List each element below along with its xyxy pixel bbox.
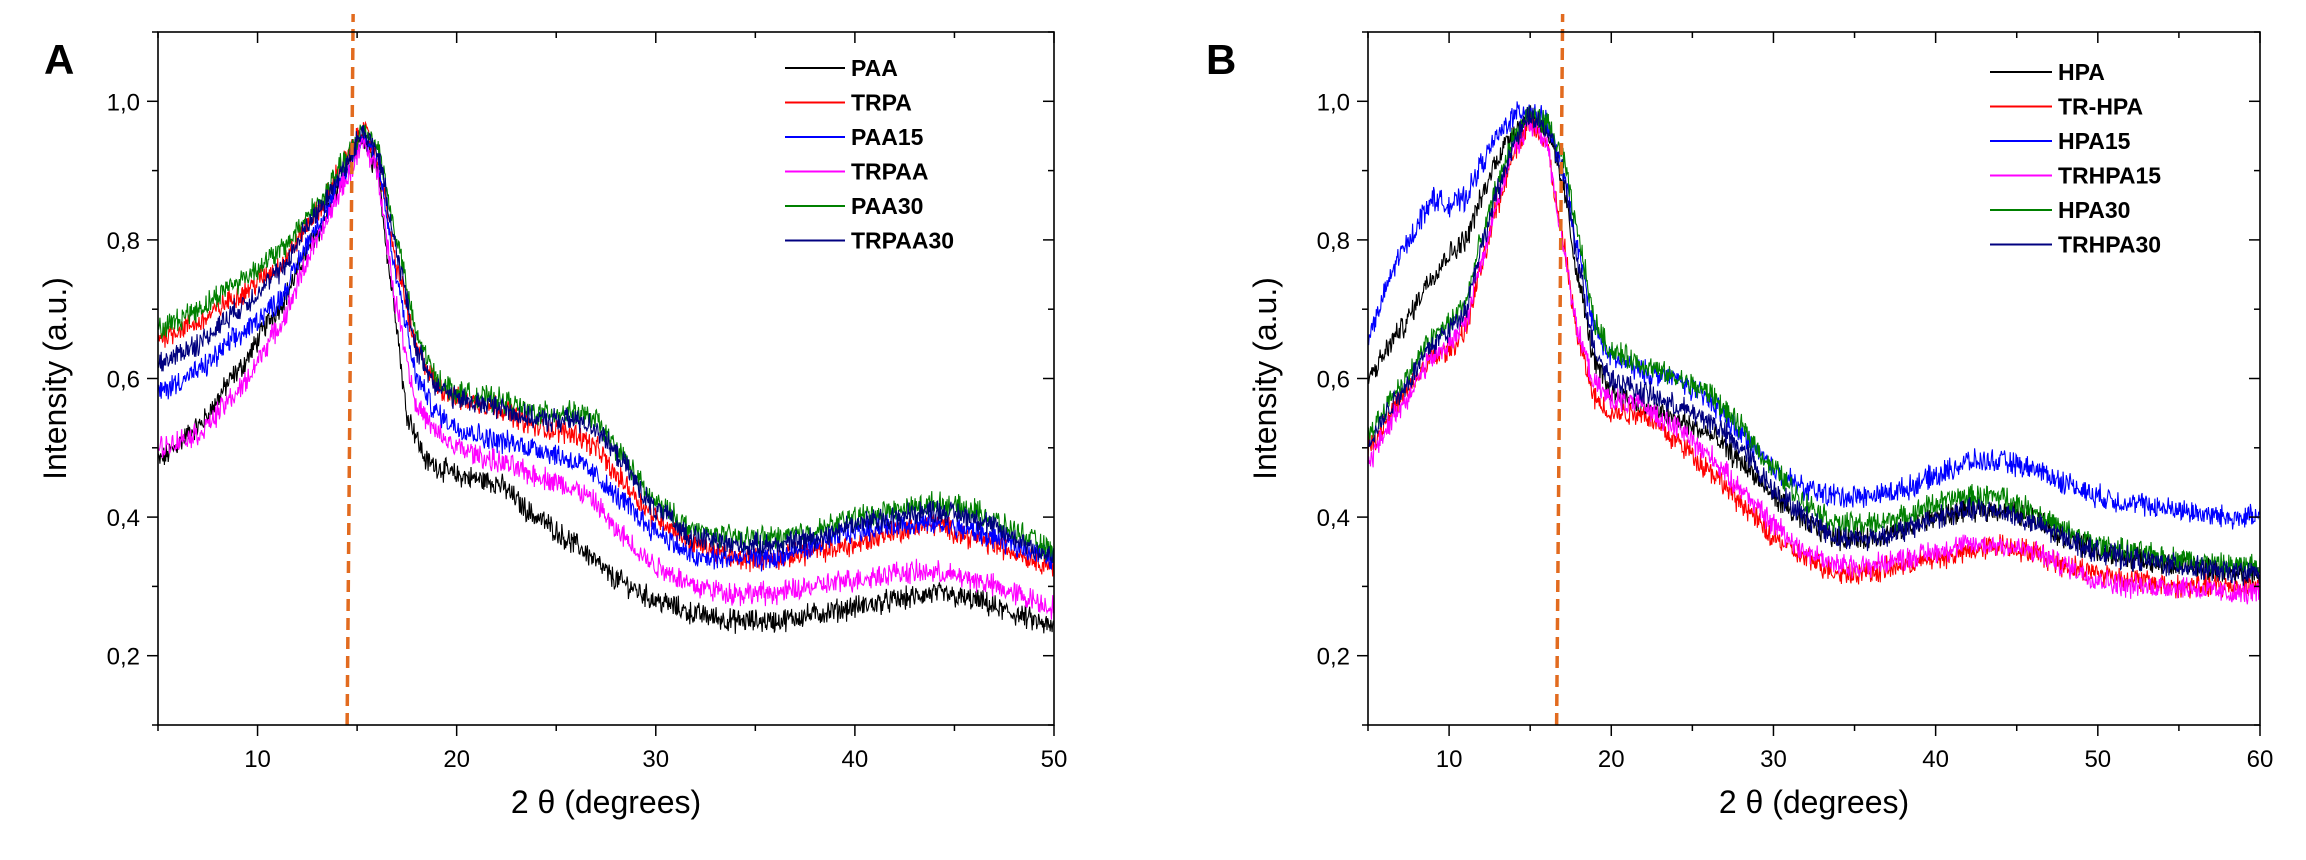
x-tick-label: 40 — [842, 746, 869, 773]
legend-label: HPA — [2058, 59, 2105, 85]
x-tick-label: 30 — [642, 746, 669, 773]
x-tick-label: 60 — [2247, 746, 2274, 773]
panel-label: B — [1206, 36, 1236, 83]
y-tick-label: 0,2 — [107, 644, 140, 671]
y-tick-label: 0,8 — [1317, 228, 1350, 255]
series-line-trpaa30 — [158, 124, 1054, 564]
y-tick-label: 0,6 — [107, 367, 140, 394]
legend-label: TRPAA — [851, 159, 929, 185]
legend-label: PAA — [851, 55, 898, 81]
y-tick-label: 1,0 — [107, 89, 140, 116]
legend-label: TR-HPA — [2058, 94, 2143, 120]
y-axis-title: Intensity (a.u.) — [1247, 277, 1283, 480]
reference-line — [1554, 13, 1565, 726]
x-tick-label: 20 — [443, 746, 470, 773]
series-line-hpa15 — [1368, 101, 2260, 530]
x-tick-label: 30 — [1760, 746, 1787, 773]
x-tick-label: 20 — [1598, 746, 1625, 773]
series-group — [1368, 101, 2260, 605]
legend-label: TRPA — [851, 90, 912, 116]
legend-label: TRPAA30 — [851, 228, 954, 254]
legend-label: TRHPA15 — [2058, 163, 2161, 189]
legend: PAA TRPA PAA15 TRPAA PAA30 TRPAA30 — [785, 55, 954, 254]
x-tick-label: 50 — [1041, 746, 1068, 773]
legend-label: HPA30 — [2058, 197, 2130, 223]
legend-label: HPA15 — [2058, 128, 2131, 154]
x-tick-label: 40 — [1922, 746, 1949, 773]
y-axis-title: Intensity (a.u.) — [37, 277, 73, 480]
x-axis-title: 2 θ (degrees) — [511, 784, 701, 820]
legend-label: PAA15 — [851, 124, 924, 150]
panel-label: A — [44, 36, 74, 83]
x-tick-label: 10 — [1436, 746, 1463, 773]
legend-label: TRHPA30 — [2058, 232, 2161, 258]
series-line-paa15 — [158, 128, 1054, 572]
y-tick-label: 0,2 — [1317, 644, 1350, 671]
series-line-tr-hpa — [1368, 113, 2260, 599]
y-tick-label: 0,8 — [107, 228, 140, 255]
x-tick-label: 50 — [2084, 746, 2111, 773]
legend: HPA TR-HPA HPA15 TRHPA15 HPA30 TRHPA30 — [1990, 59, 2161, 258]
x-tick-label: 10 — [244, 746, 271, 773]
reference-line — [345, 13, 355, 726]
x-axis-title: 2 θ (degrees) — [1719, 784, 1909, 820]
series-line-paa30 — [158, 124, 1054, 563]
legend-label: PAA30 — [851, 193, 923, 219]
series-line-trhpa15 — [1368, 116, 2260, 605]
y-tick-label: 1,0 — [1317, 89, 1350, 116]
y-tick-label: 0,4 — [1317, 505, 1350, 532]
series-line-trpaa — [158, 137, 1054, 620]
y-tick-label: 0,6 — [1317, 367, 1350, 394]
y-tick-label: 0,4 — [107, 505, 140, 532]
series-group — [158, 120, 1054, 634]
chart-panel-b: B 10 20 30 40 50 60 0,2 0,4 0,6 0,8 1,0 2 θ (degrees… — [1206, 13, 2274, 820]
series-line-trhpa30 — [1368, 105, 2260, 586]
chart-panel-a: A 10 20 30 40 50 0,2 0,4 0,6 0,8 1,0 2 θ (degrees) I… — [37, 13, 1068, 820]
